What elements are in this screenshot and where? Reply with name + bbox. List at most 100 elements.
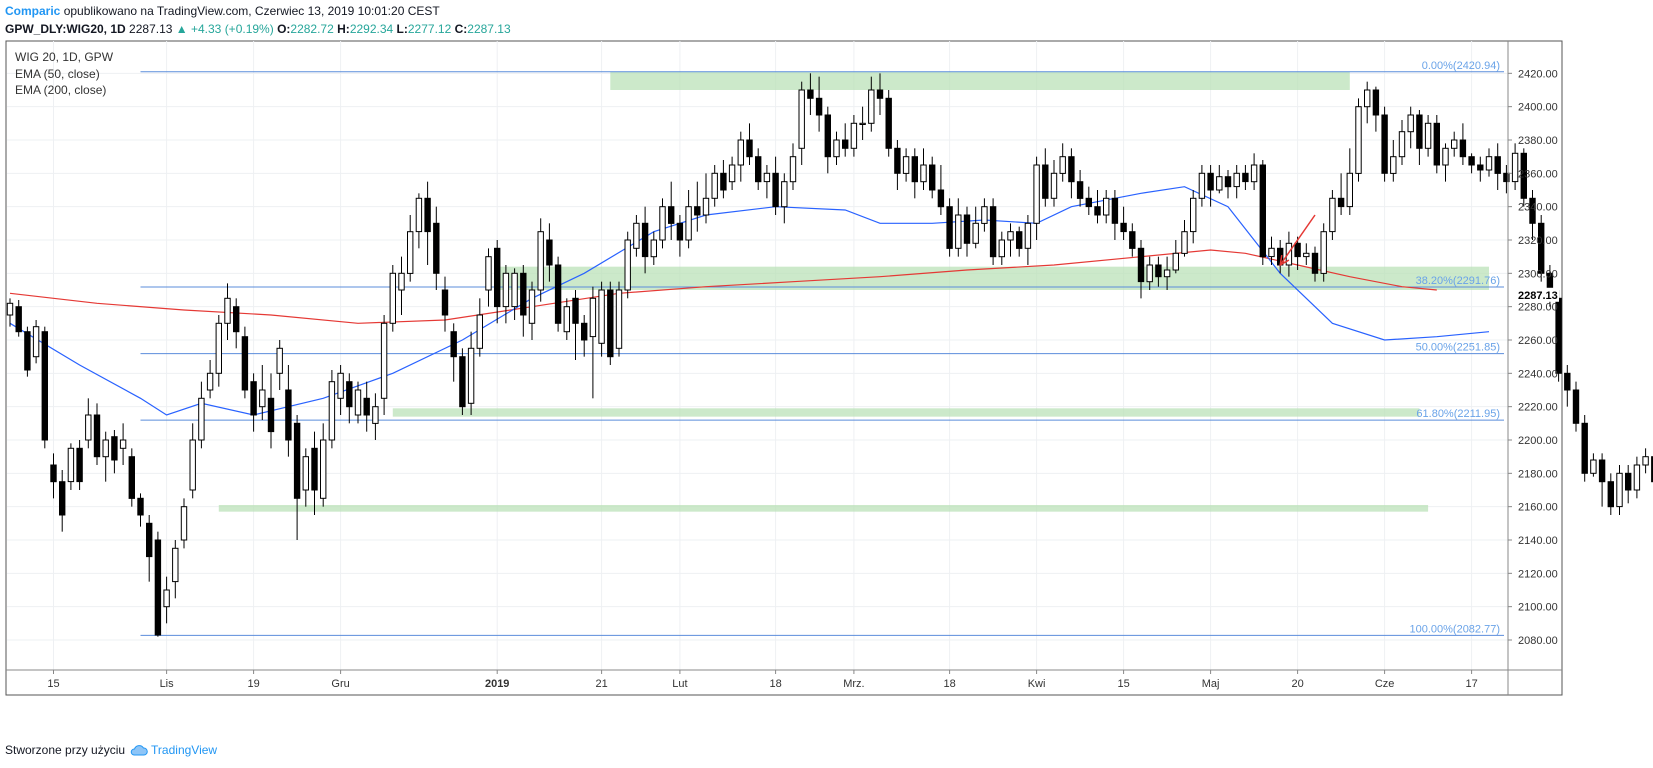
fib-label: 38.20%(2291.76): [1416, 275, 1500, 287]
y-tick-label: 2300.00: [1518, 268, 1558, 280]
candle-body: [1329, 197, 1336, 233]
candle-body: [737, 139, 744, 166]
legend-ema50: EMA (50, close): [15, 67, 100, 81]
candle-body: [1129, 231, 1136, 249]
fib-levels: 0.00%(2420.94) 38.20%(2291.76) 50.00%(2251…: [140, 60, 1504, 636]
candle-body: [1416, 114, 1423, 149]
candle-body: [1085, 197, 1092, 208]
candle-body: [41, 331, 48, 441]
candle-body: [363, 397, 370, 416]
candle-body: [146, 522, 153, 558]
candle-body: [1477, 164, 1484, 171]
candle-body: [119, 439, 127, 449]
candle-body: [1364, 89, 1371, 108]
candle-body: [1511, 152, 1519, 183]
sr-zone: [218, 504, 1429, 512]
fib-label: 50.00%(2251.85): [1416, 342, 1500, 354]
y-tick-label: 2320.00: [1518, 235, 1558, 247]
candle-body: [1120, 222, 1127, 233]
legend: WIG 20, 1D, GPW EMA (50, close) EMA (200…: [15, 50, 114, 97]
candle-body: [154, 539, 162, 636]
price-change: ▲ +4.33 (+0.19%): [175, 22, 274, 36]
candle-body: [946, 206, 953, 249]
candle-body: [59, 481, 66, 516]
candle-body: [676, 222, 684, 241]
candle-body: [1642, 456, 1649, 466]
candle-body: [1250, 164, 1258, 183]
candle-body: [433, 222, 440, 274]
candle-body: [1468, 156, 1475, 166]
candle-body: [1337, 197, 1345, 208]
candle-body: [763, 172, 771, 183]
x-tick-label: 17: [1465, 678, 1477, 690]
y-tick-label: 2080.00: [1518, 635, 1558, 647]
candle-body: [398, 272, 405, 291]
candle-body: [450, 331, 457, 358]
tradingview-cloud-icon: [130, 745, 148, 756]
candle-body: [520, 272, 527, 316]
candle-body: [1355, 106, 1362, 174]
candle-body: [755, 156, 762, 183]
x-tick-label: Maj: [1202, 678, 1220, 690]
candle-body: [563, 306, 570, 333]
candle-body: [607, 289, 614, 358]
candle-body: [32, 326, 40, 358]
candle-body: [93, 414, 101, 458]
x-tick-label: Kwi: [1028, 678, 1046, 690]
candle-body: [1076, 181, 1084, 199]
candle-body: [50, 464, 57, 483]
last-price-bg: [1509, 287, 1559, 302]
last-price-label: 2287.13: [1518, 290, 1558, 302]
candle-body: [885, 97, 892, 149]
price-chart[interactable]: 0.00%(2420.94) 38.20%(2291.76) 50.00%(2251…: [0, 40, 1653, 740]
candle-body: [937, 189, 945, 208]
x-tick-label: 18: [943, 678, 955, 690]
candle-body: [1172, 252, 1179, 271]
author-link[interactable]: Comparic: [5, 4, 61, 18]
candle-body: [1616, 472, 1623, 508]
candle-body: [1190, 197, 1197, 233]
x-tick-label: 21: [595, 678, 607, 690]
candle-body: [233, 306, 240, 333]
y-tick-label: 2280.00: [1518, 302, 1558, 314]
candle-body: [250, 381, 257, 416]
candle-body: [241, 336, 249, 391]
tradingview-link[interactable]: TradingView: [151, 743, 218, 757]
sr-zone: [610, 71, 1350, 90]
candle-body: [1224, 176, 1232, 188]
candle-body: [1503, 172, 1510, 183]
y-tick-label: 2180.00: [1518, 468, 1558, 480]
candle-body: [572, 297, 579, 324]
y-tick-label: 2140.00: [1518, 535, 1558, 547]
candle-body: [302, 456, 310, 491]
candle-body: [1651, 456, 1653, 483]
candle-body: [206, 372, 214, 391]
candle-body: [276, 347, 283, 374]
candles: [6, 73, 1653, 637]
time-axis[interactable]: 15 Lis 19 Gru 2019 21 Lut 18 Mrz. 18 Kwi 15 Maj 20 Cze…: [6, 669, 1562, 690]
candle-body: [668, 206, 675, 224]
candle-body: [824, 114, 831, 158]
candle-body: [781, 181, 788, 208]
symbol-label: GPW_DLY:WIG20, 1D: [5, 22, 126, 36]
candle-body: [128, 456, 136, 499]
candle-body: [581, 322, 588, 341]
annotation-arrow: [1279, 214, 1316, 266]
candle-body: [267, 397, 275, 433]
candle-body: [1068, 156, 1075, 183]
candle-body: [833, 139, 840, 158]
candle-body: [85, 414, 92, 441]
candle-body: [1268, 247, 1275, 258]
candle-body: [1372, 89, 1380, 116]
x-tick-label: 2019: [485, 678, 509, 690]
y-tick-label: 2380.00: [1518, 135, 1558, 147]
candle-body: [380, 322, 388, 399]
candle-body: [76, 447, 83, 483]
candle-body: [955, 214, 962, 249]
candle-body: [1607, 481, 1614, 508]
candle-body: [1242, 172, 1249, 183]
candle-body: [546, 239, 553, 266]
price-axis[interactable]: 2080.00 2100.00 2120.00 2140.00 2160.00 2180.…: [1507, 41, 1559, 695]
candle-body: [389, 272, 397, 324]
candle-body: [354, 389, 362, 416]
